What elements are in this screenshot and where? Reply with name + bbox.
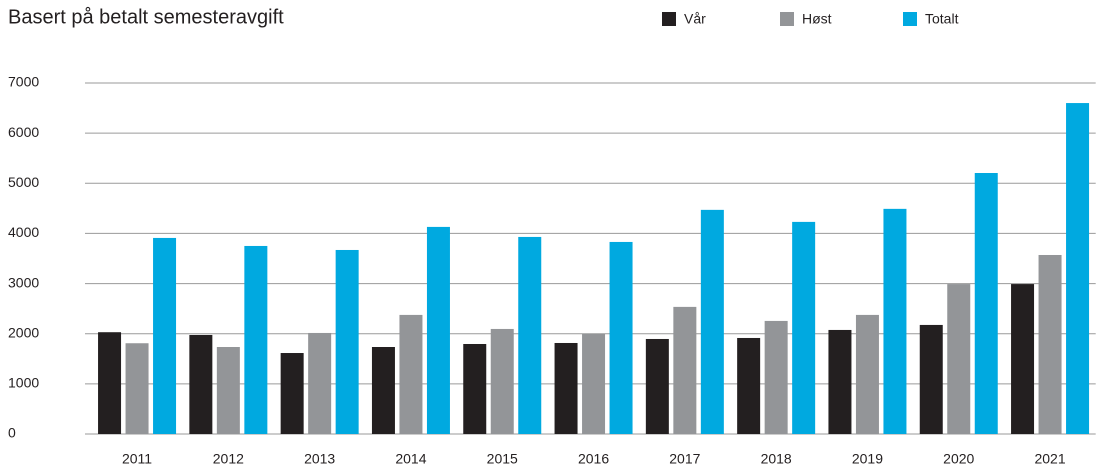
bar: [1038, 254, 1062, 434]
bar: [399, 314, 423, 434]
bar: [883, 208, 907, 434]
legend-label: Vår: [684, 11, 706, 27]
legend-swatch: [662, 12, 676, 26]
bar: [764, 320, 788, 434]
bar: [490, 328, 514, 434]
bar: [189, 334, 213, 434]
x-tick-label: 2016: [578, 451, 609, 467]
x-tick-label: 2018: [761, 451, 792, 467]
x-tick-label: 2020: [943, 451, 974, 467]
y-tick-label: 4000: [8, 224, 39, 240]
x-tick-label: 2012: [213, 451, 244, 467]
y-tick-label: 1000: [8, 375, 39, 391]
bar: [1066, 103, 1090, 435]
legend-swatch: [780, 12, 794, 26]
bar: [974, 173, 998, 435]
x-tick-label: 2013: [304, 451, 335, 467]
bar: [153, 237, 177, 434]
bar: [280, 353, 304, 434]
bar: [518, 236, 542, 434]
y-tick-label: 6000: [8, 124, 39, 140]
bar: [792, 221, 816, 434]
y-tick-label: 3000: [8, 274, 39, 290]
bar: [609, 241, 633, 434]
bar: [919, 324, 943, 434]
x-tick-label: 2015: [487, 451, 518, 467]
bar: [216, 347, 240, 434]
x-tick-label: 2014: [395, 451, 426, 467]
y-tick-label: 7000: [8, 74, 39, 90]
bar: [335, 249, 359, 434]
y-tick-label: 2000: [8, 324, 39, 340]
bar: [673, 306, 697, 434]
bar: [426, 226, 450, 434]
y-tick-label: 5000: [8, 174, 39, 190]
bar: [371, 347, 395, 434]
bar: [737, 337, 761, 434]
bar: [463, 343, 487, 434]
bar: [582, 333, 606, 434]
bar: [1011, 284, 1035, 434]
bar: [98, 332, 122, 434]
bar: [554, 342, 578, 434]
chart-subtitle: Basert på betalt semesteravgift: [8, 6, 284, 28]
legend-label: Totalt: [925, 11, 959, 27]
bar: [125, 343, 149, 434]
legend-swatch: [903, 12, 917, 26]
legend-label: Høst: [802, 11, 832, 27]
x-tick-label: 2021: [1034, 451, 1065, 467]
bar: [828, 329, 852, 434]
bar: [308, 332, 332, 434]
bar: [947, 284, 971, 434]
bar: [244, 245, 268, 434]
bar: [855, 314, 879, 434]
x-tick-label: 2017: [669, 451, 700, 467]
bar: [700, 209, 724, 434]
y-tick-label: 0: [8, 425, 16, 441]
bar: [645, 338, 669, 434]
x-tick-label: 2011: [122, 451, 152, 467]
x-tick-label: 2019: [852, 451, 883, 467]
